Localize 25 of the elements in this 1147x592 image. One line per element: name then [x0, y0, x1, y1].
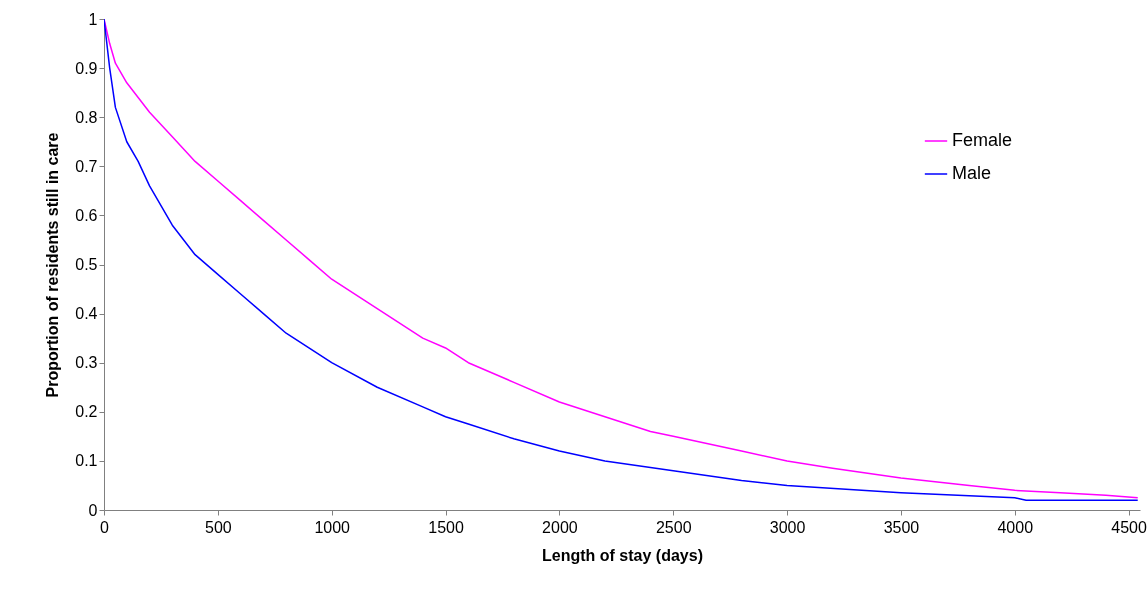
y-tick-label: 0.8 — [75, 108, 98, 126]
legend-label: Male — [952, 163, 992, 183]
x-tick-label: 3000 — [769, 518, 806, 536]
legend-label: Female — [952, 130, 1013, 150]
y-tick-label: 0.2 — [75, 403, 98, 421]
x-tick-label: 0 — [100, 518, 110, 536]
y-tick-label: 0.5 — [75, 256, 98, 273]
y-tick-label: 0 — [88, 501, 98, 519]
x-tick-label: 1000 — [314, 518, 351, 536]
y-tick-label: 0.7 — [75, 157, 98, 175]
x-tick-label: 2000 — [542, 518, 578, 536]
y-tick-label: 0.4 — [75, 305, 98, 323]
y-tick-label: 0.3 — [75, 354, 98, 372]
y-tick-label: 0.6 — [75, 206, 98, 224]
y-tick-label: 0.9 — [75, 59, 98, 77]
x-tick-label: 4500 — [1111, 518, 1147, 536]
x-tick-label: 500 — [204, 518, 232, 536]
x-tick-label: 4000 — [997, 518, 1034, 536]
x-tick-label: 3500 — [883, 518, 920, 536]
x-tick-label: 2500 — [655, 518, 692, 536]
x-axis-title: Length of stay (days) — [542, 546, 703, 564]
y-axis-title: Proportion of residents still in care — [44, 132, 62, 398]
y-tick-label: 1 — [88, 10, 98, 28]
y-tick-label: 0.1 — [75, 452, 98, 470]
x-tick-label: 1500 — [428, 518, 464, 536]
